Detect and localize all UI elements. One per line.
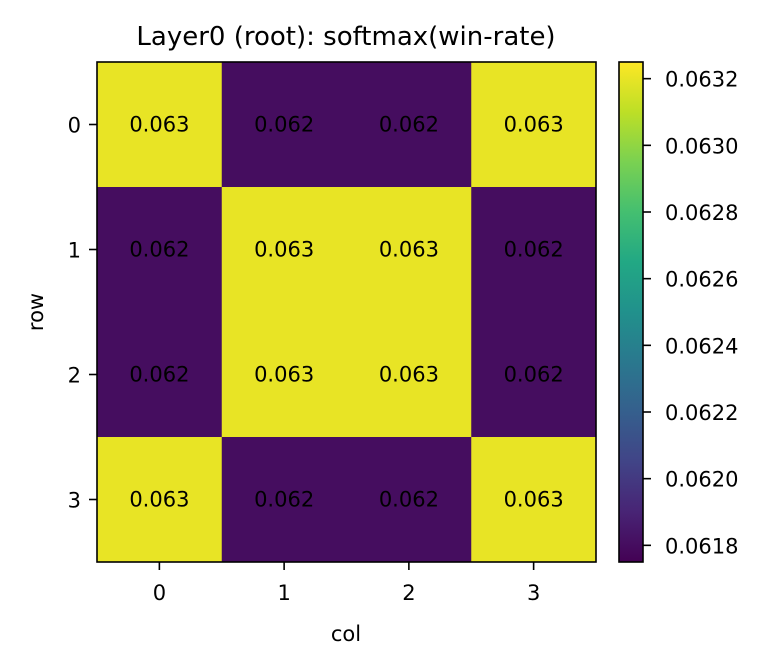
chart-title: Layer0 (root): softmax(win-rate) [136,22,555,52]
heatmap-cell [471,437,597,563]
cell-value-label: 0.062 [504,363,564,387]
heatmap-cell [97,62,223,188]
colorbar [618,61,644,563]
colorbar-tick-label: 0.0622 [665,401,738,425]
x-axis-label: col [331,622,361,646]
heatmap-cell-labels: 0.063 0.062 0.062 0.063 0.062 0.063 0.063 0.062… [129,113,563,512]
cell-value-label: 0.062 [254,488,314,512]
colorbar-tick-label: 0.0628 [665,201,738,225]
y-axis-ticks: 0 1 2 3 [68,114,97,513]
cell-value-label: 0.062 [129,363,189,387]
heatmap-cell [97,437,223,563]
y-tick-label: 1 [68,239,81,263]
cell-value-label: 0.063 [254,363,314,387]
y-tick-label: 2 [68,364,81,388]
cell-value-label: 0.062 [504,238,564,262]
cell-value-label: 0.063 [379,238,439,262]
cell-value-label: 0.063 [504,488,564,512]
cell-value-label: 0.063 [379,363,439,387]
y-tick-label: 0 [68,114,81,138]
heatmap-cell [97,312,223,438]
cell-value-label: 0.063 [254,238,314,262]
colorbar-tick-label: 0.0624 [665,334,738,358]
heatmap-cell [346,62,472,188]
cell-value-label: 0.062 [254,113,314,137]
colorbar-tick-label: 0.0630 [665,134,738,158]
x-tick-label: 3 [527,581,540,605]
cell-value-label: 0.063 [129,113,189,137]
cell-value-label: 0.062 [379,488,439,512]
colorbar-tick-label: 0.0632 [665,68,738,92]
heatmap-cell [221,187,347,313]
y-tick-label: 3 [68,489,81,513]
x-tick-label: 1 [277,581,290,605]
heatmap-cell [221,62,347,188]
plot-frame [96,61,597,563]
x-tick-label: 0 [153,581,166,605]
y-axis-label: row [24,293,48,331]
heatmap-cell [97,187,223,313]
heatmap-cell [346,187,472,313]
heatmap-cell [471,312,597,438]
colorbar-tick-label: 0.0620 [665,468,738,492]
heatmap-cell [346,312,472,438]
cell-value-label: 0.062 [129,238,189,262]
cell-value-label: 0.062 [379,113,439,137]
colorbar-tick-label: 0.0618 [665,534,738,558]
heatmap-cell [221,437,347,563]
x-axis-ticks: 0 1 2 3 [153,562,540,605]
colorbar-ticks: 0.0618 0.0620 0.0622 0.0624 0.0626 0.0628 0.06… [643,68,738,558]
heatmap-cell [471,62,597,188]
heatmap-cell [346,437,472,563]
cell-value-label: 0.063 [129,488,189,512]
colorbar-tick-label: 0.0626 [665,268,738,292]
heatmap-cells [97,62,597,563]
heatmap-cell [221,312,347,438]
x-tick-label: 2 [402,581,415,605]
cell-value-label: 0.063 [504,113,564,137]
heatmap-cell [471,187,597,313]
